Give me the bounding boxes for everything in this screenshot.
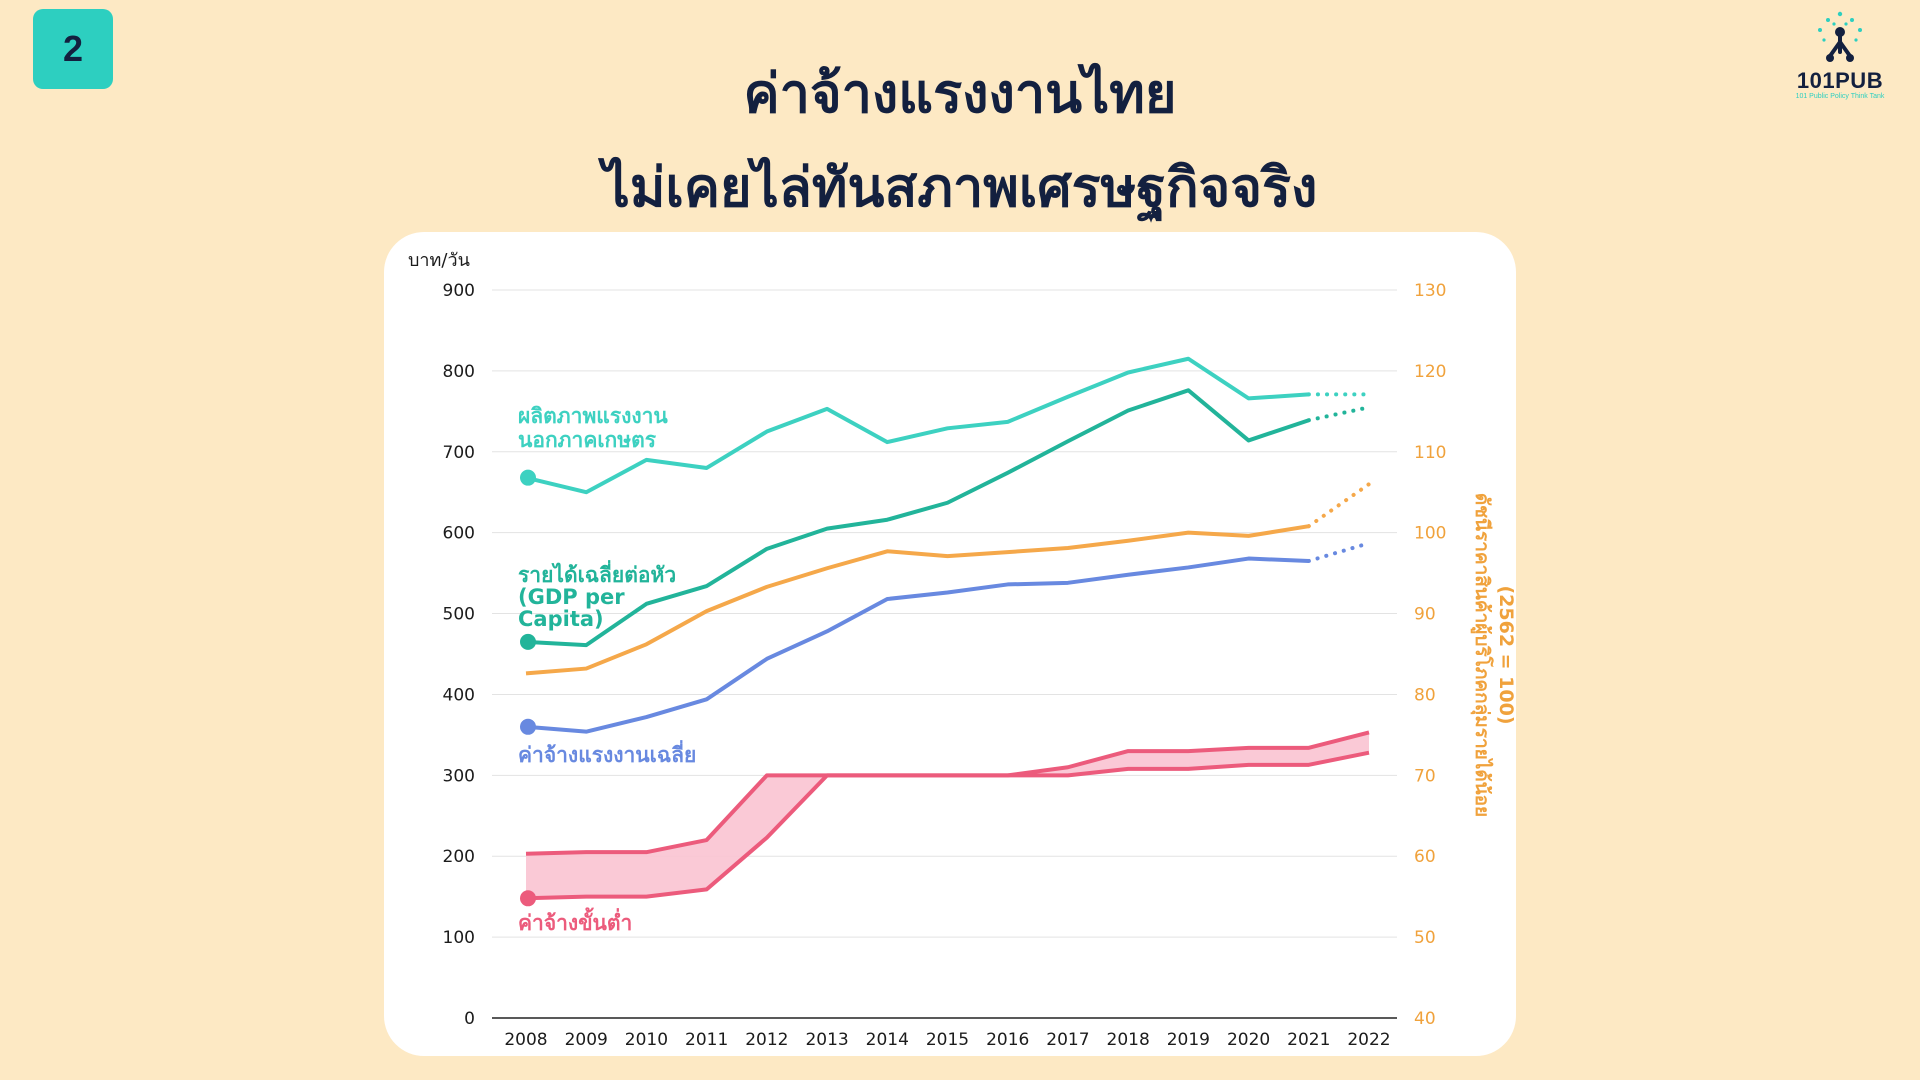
productivity-line [525,356,1309,495]
y-right-tick-label: 60 [1414,847,1436,867]
x-tick-label: 2022 [1347,1030,1390,1050]
cpi-line-projection [1306,482,1371,529]
y-left-tick-label: 200 [443,847,475,867]
gdp-label-line: (GDP per [518,585,625,609]
x-tick-label: 2019 [1167,1030,1210,1050]
min-wage-band [526,732,1369,899]
page-title-line1: ค่าจ้างแรงงานไทย [743,62,1177,125]
avg-wage-start-marker [520,718,536,735]
y-right-tick-label: 70 [1414,766,1436,786]
y-right-tick-label: 120 [1414,362,1446,382]
y-right-tick-label: 50 [1414,928,1436,948]
y-right-axis-title-line: ดัชนีราคาสินค้าผู้บริโภคกลุ่มรายได้น้อย [1470,493,1494,817]
x-tick-label: 2008 [504,1030,547,1050]
gdp-start-marker [520,633,536,650]
y-right-tick-label: 40 [1414,1009,1436,1029]
x-tick-label: 2011 [685,1030,728,1050]
y-right-tick-label: 130 [1414,281,1446,301]
logo-tagline: 101 Public Policy Think Tank [1795,93,1885,100]
network-icon [1818,11,1862,62]
logo-wordmark: 101PUB [1796,68,1884,93]
productivity-label-line: ผลิตภาพแรงงาน [518,404,668,428]
productivity-label-line: นอกภาคเกษตร [518,428,657,452]
page-title-line2: ไม่เคยไล่ทันสภาพเศรษฐกิจจริง [602,156,1318,219]
y-left-tick-label: 800 [443,362,475,382]
x-tick-label: 2010 [625,1030,668,1050]
x-tick-label: 2013 [805,1030,848,1050]
min-wage-start-marker [520,890,536,907]
y-right-tick-label: 90 [1414,605,1436,625]
y-left-tick-label: 500 [443,605,475,625]
min-wage-lower-line [525,750,1370,901]
slide-number-badge: 2 [33,9,113,89]
y-right-tick-label: 100 [1414,524,1446,544]
x-tick-label: 2018 [1107,1030,1150,1050]
x-tick-label: 2021 [1287,1030,1330,1050]
x-tick-label: 2014 [866,1030,909,1050]
y-left-tick-label: 400 [443,685,475,705]
y-left-tick-label: 100 [443,928,475,948]
y-right-tick-label: 80 [1414,685,1436,705]
x-tick-label: 2016 [986,1030,1029,1050]
gdp-line [525,388,1310,648]
gdp-label-line: รายได้เฉลี่ยต่อหัว [518,559,676,587]
x-tick-label: 2009 [565,1030,608,1050]
y-left-tick-label: 900 [443,281,475,301]
y-right-tick-label: 110 [1414,443,1446,463]
x-tick-label: 2017 [1046,1030,1089,1050]
y-left-tick-label: 600 [443,524,475,544]
min-wage-label-line: ค่าจ้างขั้นต่ำ [518,907,632,935]
x-tick-label: 2020 [1227,1030,1270,1050]
chart: 0 100 200 300 400 500 600 700 800 900 40 50 60 70 80 90… [408,250,1516,1050]
x-tick-label: 2015 [926,1030,969,1050]
chart-card: 0 100 200 300 400 500 600 700 800 900 40 50 60 70 80 90… [384,232,1516,1056]
x-tick-label: 2012 [745,1030,788,1050]
avg-wage-label-line: ค่าจ้างแรงงานเฉลี่ย [518,739,696,767]
productivity-start-marker [520,469,536,486]
brand-logo: 101PUB 101 Public Policy Think Tank [1784,8,1896,104]
gdp-line-projection [1306,405,1371,423]
y-left-tick-label: 700 [443,443,475,463]
avg-wage-line [525,556,1309,734]
y-left-tick-label: 0 [464,1009,475,1029]
y-right-axis-title-line: (2562 = 100) [1495,585,1516,724]
y-left-tick-label: 300 [443,766,475,786]
slide-number: 2 [62,28,84,69]
y-left-unit-label: บาท/วัน [408,250,470,271]
avg-wage-line-projection [1306,541,1371,563]
gdp-label-line: Capita) [518,607,604,631]
cpi-line [525,524,1310,676]
